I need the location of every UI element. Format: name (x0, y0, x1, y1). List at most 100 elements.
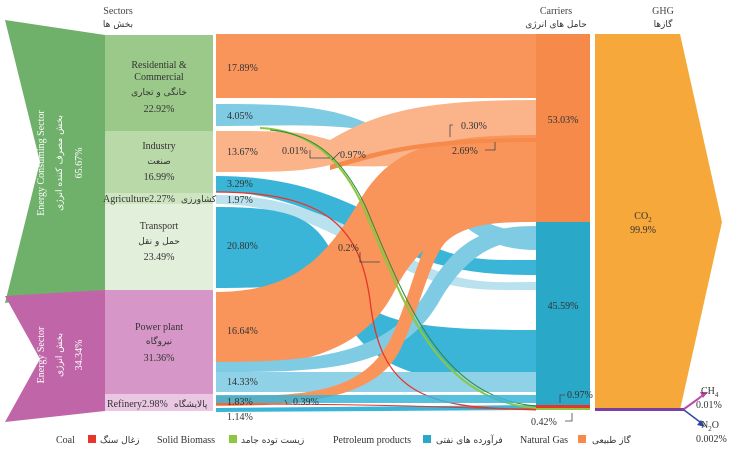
consuming-group-pct: 65.67% (74, 148, 85, 179)
n2o-pct: 0.002% (696, 434, 727, 445)
flow-pp-gas (216, 135, 536, 368)
sectors-header-fa: بخش ها (103, 20, 133, 30)
sector-node-refinery (105, 394, 213, 411)
legend-gas-swatch (578, 435, 586, 443)
flow-gas-thin (330, 138, 536, 170)
flow-bio-line (259, 127, 537, 409)
legend-gas-en: Natural Gas (520, 435, 568, 446)
sector-node-powerplant (105, 290, 213, 394)
n2o-arrowhead (697, 420, 705, 427)
flow-label-ref-gas: 1.83% (227, 397, 253, 408)
co2-arrow (595, 34, 722, 410)
sector-residential-pct: 22.92% (144, 104, 175, 115)
co2-label: CO2 (634, 211, 652, 224)
co2-pct: 99.9% (630, 225, 656, 236)
flow-ref-gas (216, 214, 536, 406)
flow-label-ind-bio: 0.97% (340, 150, 366, 161)
sector-node-residential (105, 35, 213, 131)
carrier-node-coal (536, 405, 590, 408)
sector-node-agriculture (105, 193, 213, 204)
sector-residential-label-fa: خانگی و تجاری (131, 86, 187, 98)
sector-transport-label-fa: حمل و نقل (138, 237, 180, 247)
flow-label-agr-gas: 0.2% (338, 243, 359, 254)
flow-label-res-gas: 17.89% (227, 63, 258, 74)
flow-bio-line-2 (269, 129, 537, 407)
flow-ind-gas (216, 131, 330, 172)
sector-powerplant-label-fa: نیروگاه (146, 335, 172, 347)
sector-powerplant-label: Power plant (135, 322, 183, 333)
flow-label-pp-gas: 16.64% (227, 326, 258, 337)
sectors-header: Sectors (103, 6, 133, 17)
carriers-header: Carriers (540, 6, 572, 17)
sector-agriculture-label: Agriculture2.27% (103, 194, 175, 205)
flow-label-ref-pet: 1.14% (227, 412, 253, 423)
flow-label-ind-pet: 3.29% (227, 179, 253, 190)
sector-industry-label: Industry (142, 141, 175, 152)
flow-pp-pet-lower (216, 372, 536, 392)
legend-pet-fa: فرآورده های نفتی (436, 434, 503, 446)
legend-pet-swatch (423, 435, 431, 443)
ch4-pct: 0.01% (696, 400, 722, 411)
consuming-group-label: Energy Consuming Sector (36, 110, 47, 216)
legend: Coal زغال سنگ Solid Biomass زیست توده جا… (56, 434, 631, 446)
flow-label-car-gas-a: 0.30% (461, 121, 487, 132)
n2o-arrow (683, 409, 701, 423)
carrier-gas-pct: 53.03% (548, 115, 579, 126)
legend-bio-swatch (229, 435, 237, 443)
sector-powerplant-pct: 31.36% (144, 353, 175, 364)
consuming-group-label-fa: بخش مصرف کننده انرژی (55, 115, 65, 211)
energy-group-label-fa: بخش انرژی (55, 333, 65, 377)
ghg-base-lines (595, 408, 685, 411)
flow-res-gas (216, 34, 536, 98)
flow-label-pp-pet: 14.33% (227, 377, 258, 388)
sector-node-industry (105, 131, 213, 193)
flow-label-res-pet: 4.05% (227, 111, 253, 122)
legend-gas-fa: گاز طبیعی (592, 434, 631, 446)
ch4-arrow (683, 394, 704, 410)
energy-group-label: Energy Sector (36, 326, 47, 383)
flow-label-car-pet-b: 0.42% (531, 417, 557, 428)
ghg-header: GHG (652, 6, 674, 17)
sector-residential-label-2: Commercial (134, 72, 184, 83)
ghg-header-fa: گازها (654, 18, 674, 30)
flow-label-ind-gas: 13.67% (227, 147, 258, 158)
flow-label-car-gas-b: 2.69% (452, 146, 478, 157)
legend-bio-en: Solid Biomass (157, 435, 215, 446)
legend-bio-fa: زیست توده جامد (241, 436, 304, 446)
sector-agriculture-label-fa: کشاورزی (181, 195, 217, 205)
energy-group-pct: 34.34% (74, 340, 85, 371)
callout-lines (284, 124, 573, 422)
flows (215, 34, 537, 412)
carrier-node-pet (536, 222, 590, 405)
energy-group-arrow (5, 290, 105, 422)
sector-refinery-label-fa: پالایشگاه (174, 398, 208, 410)
sector-industry-pct: 16.99% (144, 172, 175, 183)
legend-coal-swatch (88, 435, 96, 443)
n2o-label: N2O (701, 420, 719, 433)
legend-pet-en: Petroleum products (333, 435, 411, 446)
sector-residential-label: Residential & (131, 60, 186, 71)
flow-label-car-pet-a: 0.97% (567, 390, 593, 401)
sector-transport-label: Transport (140, 221, 179, 232)
flow-label-ref-coal: 0.39% (293, 397, 319, 408)
carrier-node-bio (536, 408, 590, 410)
flow-ref-pet (216, 405, 536, 412)
sector-transport-pct: 23.49% (144, 252, 175, 263)
legend-coal-fa: زغال سنگ (100, 434, 140, 446)
flow-label-agr-pet: 1.97% (227, 195, 253, 206)
ch4-label: CH4 (701, 386, 719, 399)
flow-coal-line-2 (215, 403, 537, 411)
consuming-group-arrow (5, 20, 105, 303)
ch4-arrowhead (700, 392, 708, 398)
sector-industry-label-fa: صنعت (147, 157, 171, 167)
flow-label-tra-pet: 20.80% (227, 241, 258, 252)
carrier-node-gas (536, 34, 590, 222)
carrier-pet-pct: 45.59% (548, 301, 579, 312)
legend-coal-en: Coal (56, 435, 75, 446)
sector-refinery-label: Refinery2.98% (107, 399, 168, 410)
carriers-header-fa: حامل های انرژی (525, 20, 587, 30)
flow-label-ind-coal: 0.01% (282, 146, 308, 157)
flow-bottom-mix (216, 395, 536, 403)
sector-node-transport (105, 204, 213, 290)
